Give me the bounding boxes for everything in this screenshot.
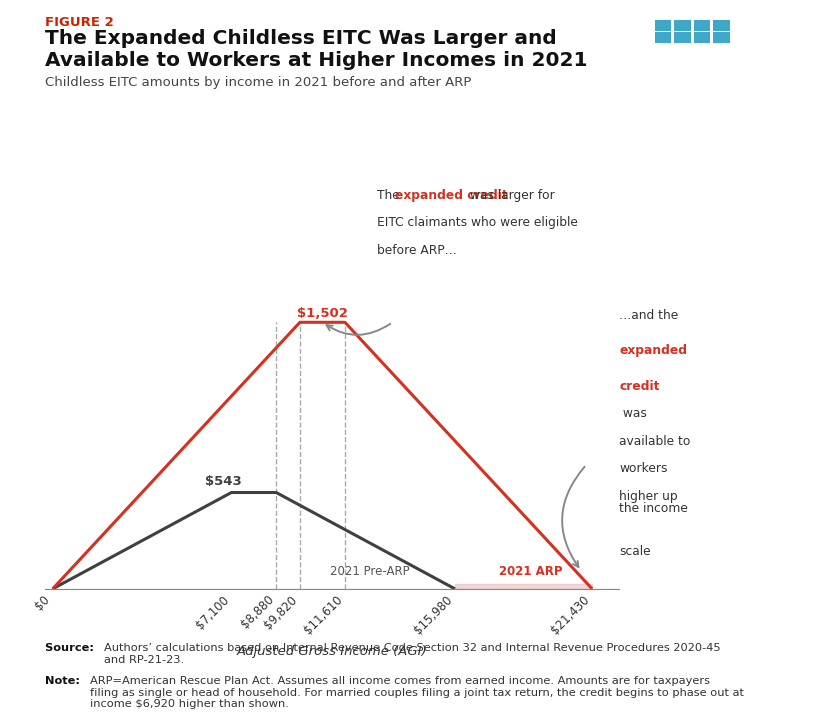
Text: was larger for: was larger for [465,189,554,202]
Text: $543: $543 [206,475,242,488]
Bar [654,33,671,43]
Bar [693,33,709,43]
Text: ARP=American Rescue Plan Act. Assumes all income comes from earned income. Amoun: ARP=American Rescue Plan Act. Assumes al… [90,676,744,710]
X-axis label: Adjusted Gross Income (AGI): Adjusted Gross Income (AGI) [237,645,427,658]
Text: available to: available to [618,435,690,448]
Text: scale: scale [618,545,650,558]
Text: before ARP…: before ARP… [377,244,456,257]
Bar [673,33,690,43]
Text: was: was [618,407,646,420]
Text: workers: workers [618,462,667,475]
Text: 2021 Pre-ARP: 2021 Pre-ARP [330,565,410,578]
Bar [713,33,729,43]
Text: expanded: expanded [618,345,686,357]
Text: EITC claimants who were eligible: EITC claimants who were eligible [377,216,577,229]
Bar [693,20,709,31]
Text: The: The [377,189,403,202]
Text: expanded credit: expanded credit [395,189,507,202]
Text: 2021 ARP: 2021 ARP [499,565,562,578]
Bar [673,20,690,31]
Text: Available to Workers at Higher Incomes in 2021: Available to Workers at Higher Incomes i… [45,51,587,70]
Text: …and the: …and the [618,309,677,322]
Text: the income: the income [618,502,687,515]
Text: Authors’ calculations based on Internal Revenue Code Section 32 and Internal Rev: Authors’ calculations based on Internal … [104,643,720,665]
Text: Source:: Source: [45,643,98,654]
Text: higher up: higher up [618,489,676,502]
Text: $1,502: $1,502 [296,307,347,320]
Text: Note:: Note: [45,676,84,686]
Text: FIGURE 2: FIGURE 2 [45,16,114,29]
Text: The Expanded Childless EITC Was Larger and: The Expanded Childless EITC Was Larger a… [45,29,556,48]
Bar [713,20,729,31]
Bar [654,20,671,31]
Text: credit: credit [618,379,658,393]
Text: TPC: TPC [681,54,720,71]
Text: Childless EITC amounts by income in 2021 before and after ARP: Childless EITC amounts by income in 2021… [45,76,471,89]
